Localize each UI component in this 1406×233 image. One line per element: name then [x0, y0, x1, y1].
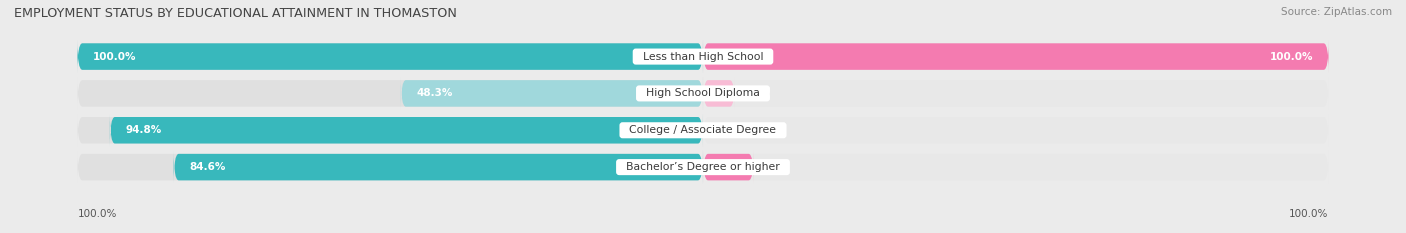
Text: 0.0%: 0.0% [713, 125, 738, 135]
FancyBboxPatch shape [174, 151, 703, 183]
Text: 5.1%: 5.1% [744, 88, 770, 98]
FancyBboxPatch shape [401, 77, 703, 110]
FancyBboxPatch shape [110, 114, 703, 147]
Text: High School Diploma: High School Diploma [640, 88, 766, 98]
FancyBboxPatch shape [703, 151, 1329, 183]
FancyBboxPatch shape [77, 114, 703, 147]
Text: Less than High School: Less than High School [636, 51, 770, 62]
Text: Source: ZipAtlas.com: Source: ZipAtlas.com [1281, 7, 1392, 17]
FancyBboxPatch shape [703, 40, 1329, 73]
FancyBboxPatch shape [703, 114, 1329, 147]
Text: 94.8%: 94.8% [125, 125, 162, 135]
Text: College / Associate Degree: College / Associate Degree [623, 125, 783, 135]
FancyBboxPatch shape [77, 151, 703, 183]
FancyBboxPatch shape [77, 40, 703, 73]
FancyBboxPatch shape [77, 40, 703, 73]
Text: 100.0%: 100.0% [1270, 51, 1313, 62]
Text: 84.6%: 84.6% [190, 162, 226, 172]
FancyBboxPatch shape [703, 151, 754, 183]
FancyBboxPatch shape [703, 77, 1329, 110]
Text: Bachelor’s Degree or higher: Bachelor’s Degree or higher [619, 162, 787, 172]
Text: 8.1%: 8.1% [763, 162, 790, 172]
Text: 100.0%: 100.0% [93, 51, 136, 62]
FancyBboxPatch shape [703, 40, 1329, 73]
Text: 100.0%: 100.0% [1289, 209, 1329, 219]
Text: 48.3%: 48.3% [416, 88, 453, 98]
FancyBboxPatch shape [77, 77, 703, 110]
FancyBboxPatch shape [703, 77, 735, 110]
Text: 100.0%: 100.0% [77, 209, 117, 219]
Text: EMPLOYMENT STATUS BY EDUCATIONAL ATTAINMENT IN THOMASTON: EMPLOYMENT STATUS BY EDUCATIONAL ATTAINM… [14, 7, 457, 20]
